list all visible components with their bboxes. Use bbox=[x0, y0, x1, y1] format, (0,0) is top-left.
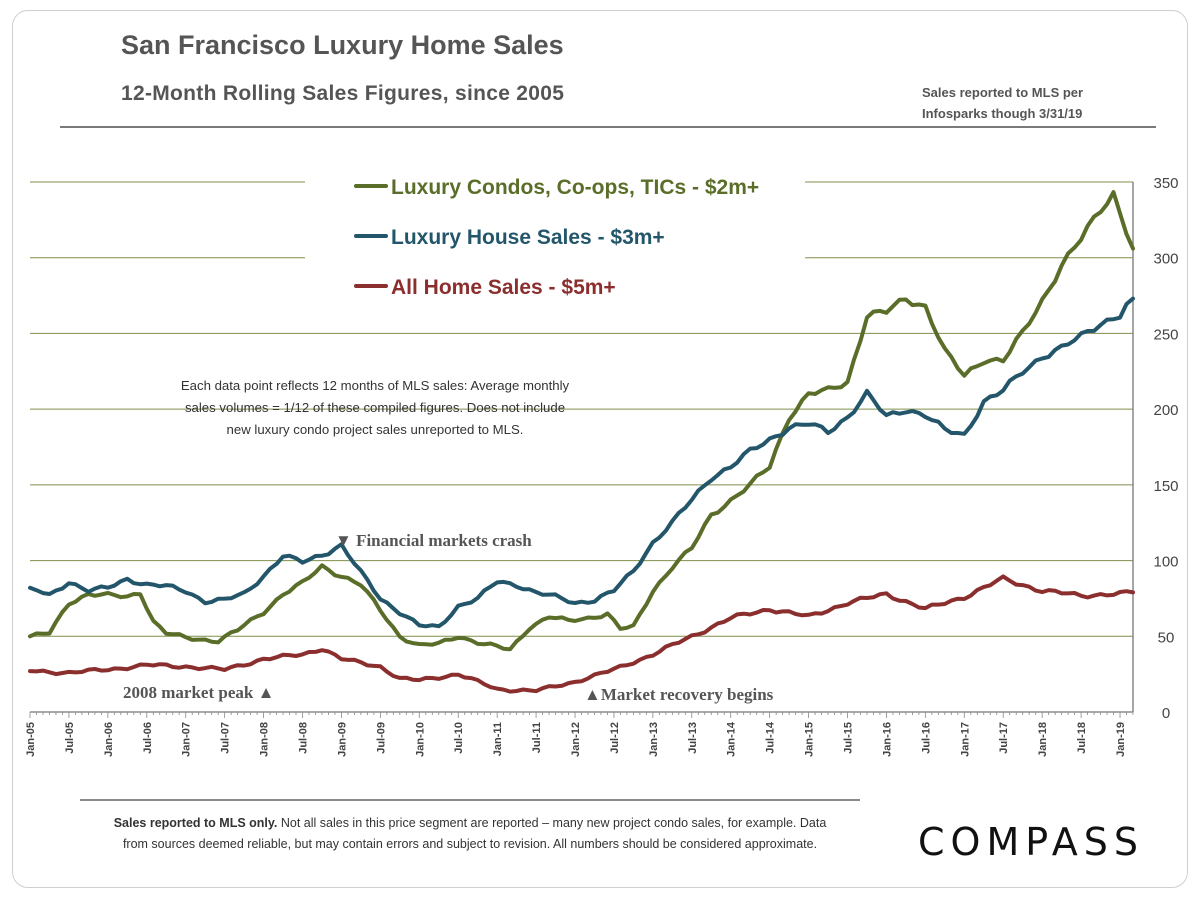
x-tick-label: Jan-11 bbox=[492, 722, 504, 756]
x-tick-label: Jan-08 bbox=[259, 722, 271, 757]
x-tick-label: Jan-14 bbox=[726, 721, 738, 757]
x-tick-label: Jul-05 bbox=[64, 722, 76, 754]
explanation-line-3: new luxury condo project sales unreporte… bbox=[227, 422, 524, 437]
x-tick-label: Jan-07 bbox=[181, 722, 193, 757]
legend-layer: Luxury Condos, Co-ops, TICs - $2m+ Luxury… bbox=[354, 176, 759, 299]
explanation-line-2: sales volumes = 1/12 of these compiled f… bbox=[185, 400, 565, 415]
footer-divider bbox=[80, 799, 860, 801]
x-tick-label: Jul-10 bbox=[453, 722, 465, 754]
x-tick-label: Jan-13 bbox=[648, 722, 660, 757]
x-tick-label: Jul-14 bbox=[765, 721, 777, 754]
x-tick-label: Jan-10 bbox=[414, 722, 426, 757]
y-tick-label: 0 bbox=[1162, 705, 1170, 722]
series-line-houses bbox=[28, 296, 1135, 629]
header-divider bbox=[60, 126, 1156, 128]
x-tick-label: Jan-05 bbox=[25, 722, 37, 757]
y-tick-label: 350 bbox=[1153, 175, 1178, 192]
chart-card bbox=[12, 10, 1188, 888]
y-tick-label: 150 bbox=[1153, 478, 1178, 495]
x-tick-label: Jul-11 bbox=[531, 722, 543, 753]
y-tick-label: 100 bbox=[1153, 554, 1178, 571]
series-line-condos bbox=[28, 190, 1135, 652]
x-tick-label: Jan-12 bbox=[570, 722, 582, 757]
compass-logo: COMPASS bbox=[918, 820, 1144, 864]
legend-label-condos: Luxury Condos, Co-ops, TICs - $2m+ bbox=[391, 176, 759, 199]
footnote: Sales reported to MLS only. Not all sale… bbox=[100, 813, 840, 855]
x-tick-label: Jul-12 bbox=[609, 722, 621, 754]
x-tick-label: Jan-19 bbox=[1115, 722, 1127, 757]
x-tick-label: Jul-08 bbox=[298, 722, 310, 754]
explanation-line-1: Each data point reflects 12 months of ML… bbox=[181, 378, 570, 393]
x-tick-label: Jul-17 bbox=[998, 722, 1010, 754]
x-tick-label: Jul-15 bbox=[843, 722, 855, 754]
x-tick-label: Jul-13 bbox=[687, 722, 699, 754]
grid-layer bbox=[30, 181, 1133, 637]
source-note-line-2: Infosparks though 3/31/19 bbox=[922, 106, 1083, 121]
annotation-market-recovery: ▲Market recovery begins bbox=[584, 685, 774, 704]
x-tick-label: Jul-07 bbox=[220, 722, 232, 754]
y-tick-label: 250 bbox=[1153, 326, 1178, 343]
x-tick-label: Jan-17 bbox=[959, 722, 971, 757]
x-tick-label: Jan-06 bbox=[103, 722, 115, 757]
source-note-line-1: Sales reported to MLS per bbox=[922, 85, 1084, 100]
legend-label-houses: Luxury House Sales - $3m+ bbox=[391, 226, 665, 249]
y-tick-label: 50 bbox=[1158, 629, 1175, 646]
x-tick-label: Jan-15 bbox=[804, 722, 816, 757]
x-tick-label: Jul-18 bbox=[1076, 722, 1088, 754]
series-layer bbox=[28, 190, 1135, 694]
x-tick-label: Jan-18 bbox=[1037, 722, 1049, 757]
footnote-text: Not all sales in this price segment are … bbox=[122, 816, 827, 851]
footnote-lead: Sales reported to MLS only. bbox=[113, 816, 278, 830]
axis-layer: 0 50 100 150 200 250 300 350 Jan-05 Jul-05 Jan-06 J… bbox=[25, 175, 1179, 757]
annotation-financial-crash: ▼ Financial markets crash bbox=[335, 531, 532, 550]
source-note: Sales reported to MLS per Infosparks tho… bbox=[922, 82, 1152, 124]
x-tick-label: Jul-09 bbox=[375, 722, 387, 754]
annotation-layer: Each data point reflects 12 months of ML… bbox=[123, 378, 774, 704]
x-tick-label: Jul-16 bbox=[920, 722, 932, 754]
y-tick-label: 200 bbox=[1153, 402, 1178, 419]
series-line-allhomes bbox=[28, 574, 1135, 694]
page-title: San Francisco Luxury Home Sales bbox=[121, 30, 564, 60]
annotation-market-peak: 2008 market peak ▲ bbox=[123, 683, 274, 702]
page-subtitle: 12-Month Rolling Sales Figures, since 20… bbox=[121, 82, 565, 105]
legend-label-allhomes: All Home Sales - $5m+ bbox=[391, 276, 616, 299]
y-tick-label: 300 bbox=[1153, 251, 1178, 268]
x-tick-label: Jan-09 bbox=[336, 722, 348, 757]
x-tick-label: Jul-06 bbox=[142, 722, 154, 754]
x-tick-label: Jan-16 bbox=[881, 722, 893, 757]
